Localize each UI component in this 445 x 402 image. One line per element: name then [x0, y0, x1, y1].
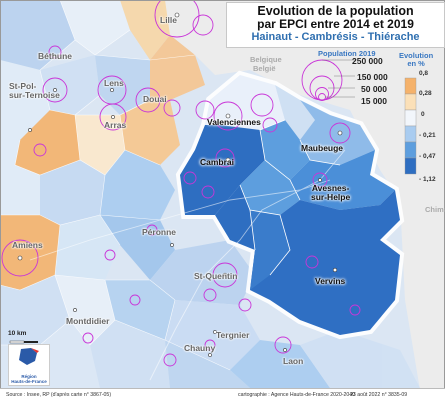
city-label-cambrai: Cambrai — [200, 157, 235, 167]
legend-population-circles — [301, 59, 355, 101]
footer: Source : Insee, RP (d'après carte n° 386… — [0, 388, 445, 402]
city-label-douai: Douai — [143, 94, 167, 104]
city-label-valenciennes: Valenciennes — [207, 117, 261, 127]
belgium-area — [160, 0, 445, 395]
legend-break-4: - 0,21 — [419, 132, 436, 139]
legend-pop-value-50000: 50 000 — [361, 84, 387, 94]
epci-cambrai — [180, 125, 265, 215]
epci-vervins — [250, 190, 400, 335]
legend-break-2: 0,28 — [419, 90, 432, 97]
footer-credits: cartographie : Agence Hauts-de-France 20… — [238, 392, 356, 398]
map-subtitle: Hainaut - Cambrésis - Thiérache — [251, 31, 420, 43]
title-box: Evolution de la population par EPCI entr… — [226, 2, 445, 48]
city-label-arras: Arras — [104, 120, 127, 130]
legend-break-3: 0 — [421, 111, 425, 118]
country-label-belgique: Belgique — [250, 55, 282, 64]
scale-bar — [9, 340, 38, 344]
footer-date: 23 août 2022 n° 3835-09 — [350, 392, 408, 398]
city-label-amiens: Amiens — [12, 240, 43, 250]
city-label-chauny: Chauny — [184, 343, 216, 353]
city-label-vervins: Vervins — [315, 276, 346, 286]
epci-valenciennes — [205, 75, 285, 130]
city-label-chimay: Chimay — [425, 205, 445, 214]
region-logo-text: Région Hauts-de-France — [11, 374, 47, 384]
country-label-belgie: België — [253, 64, 276, 73]
city-label-tergnier: Tergnier — [216, 330, 250, 340]
city-label-laon: Laon — [283, 356, 304, 366]
city-label-peronne: Péronne — [142, 227, 177, 237]
legend-break-6: - 1,12 — [419, 176, 436, 183]
legend-break-1: 0,8 — [419, 70, 429, 77]
region-logo: Région Hauts-de-France — [8, 344, 50, 386]
city-dots — [17, 12, 343, 357]
epci-central — [240, 160, 300, 215]
city-label-maubeuge: Maubeuge — [301, 143, 344, 153]
legend-pop-value-15000: 15 000 — [361, 96, 387, 106]
legend-population-title: Population 2019 — [318, 49, 376, 58]
footer-source: Source : Insee, RP (d'après carte n° 386… — [6, 392, 112, 398]
city-label-avesnes: Avesnes- sur-Helpe — [311, 183, 351, 202]
city-label-st-quentin: St-Quentin — [194, 271, 238, 281]
epci-maubeuge — [300, 100, 375, 165]
epci-avesnes — [290, 150, 395, 210]
epci-context — [0, 0, 420, 388]
map-title-line1: Evolution de la population — [257, 4, 414, 18]
region-logo-icon — [19, 348, 39, 365]
population-circles — [1, 0, 361, 367]
epci-valenciennes-east — [275, 85, 315, 140]
scale-label: 10 km — [8, 330, 27, 337]
legend-pop-value-250000: 250 000 — [352, 56, 383, 66]
city-label-lille: Lille — [160, 15, 178, 25]
city-label-lens: Lens — [104, 78, 124, 88]
epci-guise — [250, 210, 290, 290]
city-label-montdidier: Montdidier — [66, 316, 110, 326]
city-label-bethune: Béthune — [38, 51, 72, 61]
map-title-line2: par EPCI entre 2014 et 2019 — [257, 17, 414, 31]
city-label-st-pol: St-Pol- sur-Ternoise — [9, 81, 60, 100]
legend-pop-value-150000: 150 000 — [357, 72, 388, 82]
legend-break-5: - 0,47 — [419, 153, 436, 160]
epci-caudry — [260, 120, 310, 180]
legend-evolution-title: Evolution en % — [399, 51, 434, 68]
legend-evolution-boxes — [404, 77, 417, 175]
